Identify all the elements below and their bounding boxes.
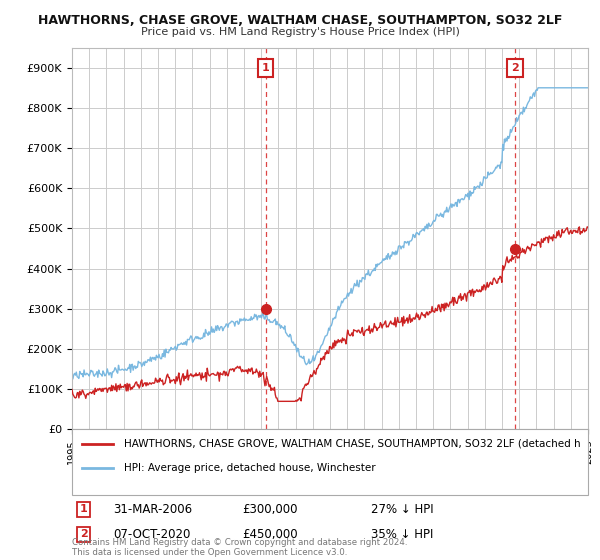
Text: 2: 2: [80, 530, 88, 539]
Text: £300,000: £300,000: [242, 503, 298, 516]
Text: 35% ↓ HPI: 35% ↓ HPI: [371, 528, 434, 541]
Text: 1: 1: [80, 505, 88, 515]
Text: £450,000: £450,000: [242, 528, 298, 541]
Text: 2: 2: [511, 63, 519, 73]
Text: Contains HM Land Registry data © Crown copyright and database right 2024.
This d: Contains HM Land Registry data © Crown c…: [72, 538, 407, 557]
Text: Price paid vs. HM Land Registry's House Price Index (HPI): Price paid vs. HM Land Registry's House …: [140, 27, 460, 37]
Text: HAWTHORNS, CHASE GROVE, WALTHAM CHASE, SOUTHAMPTON, SO32 2LF: HAWTHORNS, CHASE GROVE, WALTHAM CHASE, S…: [38, 14, 562, 27]
Text: 1: 1: [262, 63, 269, 73]
Text: 27% ↓ HPI: 27% ↓ HPI: [371, 503, 434, 516]
Text: HAWTHORNS, CHASE GROVE, WALTHAM CHASE, SOUTHAMPTON, SO32 2LF (detached h: HAWTHORNS, CHASE GROVE, WALTHAM CHASE, S…: [124, 439, 580, 449]
FancyBboxPatch shape: [72, 430, 588, 495]
Text: 31-MAR-2006: 31-MAR-2006: [113, 503, 193, 516]
Text: 07-OCT-2020: 07-OCT-2020: [113, 528, 191, 541]
Text: HPI: Average price, detached house, Winchester: HPI: Average price, detached house, Winc…: [124, 463, 375, 473]
